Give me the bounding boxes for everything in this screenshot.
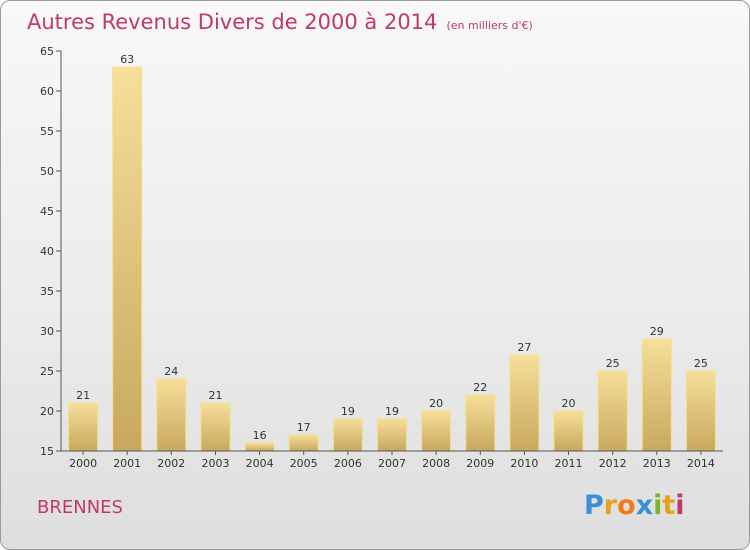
bar	[597, 370, 628, 452]
y-tick-label: 65	[40, 45, 54, 58]
logo-letter: o	[617, 490, 636, 521]
x-tick-label: 2004	[246, 457, 274, 470]
x-tick-label: 2000	[69, 457, 97, 470]
bar	[641, 338, 672, 452]
bar	[377, 418, 407, 452]
bar	[68, 402, 99, 452]
x-tick-label: 2006	[334, 457, 362, 470]
chart-title: Autres Revenus Divers de 2000 à 2014	[27, 10, 438, 34]
logo-letter: t	[662, 490, 676, 521]
x-tick-label: 2008	[422, 457, 450, 470]
logo-letter: P	[584, 490, 604, 521]
bar	[112, 66, 143, 452]
value-label: 17	[297, 421, 311, 434]
proxiti-logo: Proxiti	[584, 490, 685, 521]
x-tick-label: 2005	[290, 457, 318, 470]
value-label: 19	[341, 405, 355, 418]
value-label: 19	[385, 405, 399, 418]
value-label: 16	[253, 429, 267, 442]
chart-unit: (en milliers d'€)	[446, 19, 533, 32]
value-label: 27	[517, 341, 531, 354]
y-tick-label: 25	[40, 365, 54, 378]
y-tick-label: 15	[40, 445, 54, 458]
y-tick-label: 60	[40, 85, 54, 98]
bar	[685, 370, 716, 452]
x-tick-label: 2011	[555, 457, 583, 470]
y-tick-label: 40	[40, 245, 54, 258]
bar	[156, 378, 187, 452]
value-label: 25	[606, 357, 620, 370]
x-tick-label: 2007	[378, 457, 406, 470]
y-tick-label: 30	[40, 325, 54, 338]
bar	[244, 442, 275, 452]
bar	[553, 410, 584, 452]
y-tick-label: 45	[40, 205, 54, 218]
logo-letter: r	[603, 490, 618, 521]
value-label: 63	[120, 53, 134, 66]
value-label: 25	[694, 357, 708, 370]
value-label: 20	[429, 397, 443, 410]
bar	[509, 354, 540, 452]
bar	[288, 434, 319, 452]
y-tick-label: 50	[40, 165, 54, 178]
y-tick-label: 55	[40, 125, 54, 138]
logo-letter: i	[675, 490, 685, 521]
logo-letter: x	[635, 490, 654, 521]
city-name: BRENNES	[37, 497, 123, 518]
y-tick-label: 35	[40, 285, 54, 298]
value-label: 22	[473, 381, 487, 394]
logo-letter: i	[653, 490, 663, 521]
bar	[200, 402, 231, 452]
x-tick-label: 2003	[202, 457, 230, 470]
x-tick-label: 2010	[510, 457, 538, 470]
x-tick-label: 2001	[113, 457, 141, 470]
value-label: 24	[164, 365, 178, 378]
chart-title-block: Autres Revenus Divers de 2000 à 2014 (en…	[27, 10, 533, 34]
x-tick-label: 2002	[157, 457, 185, 470]
x-tick-label: 2012	[599, 457, 627, 470]
y-tick-label: 20	[40, 405, 54, 418]
value-label: 29	[650, 325, 664, 338]
bar	[421, 410, 452, 452]
value-label: 21	[76, 389, 90, 402]
value-label: 21	[209, 389, 223, 402]
x-tick-label: 2013	[643, 457, 671, 470]
bar	[332, 418, 363, 452]
value-label: 20	[562, 397, 576, 410]
bar	[465, 394, 496, 452]
x-tick-label: 2009	[466, 457, 494, 470]
x-tick-label: 2014	[687, 457, 715, 470]
